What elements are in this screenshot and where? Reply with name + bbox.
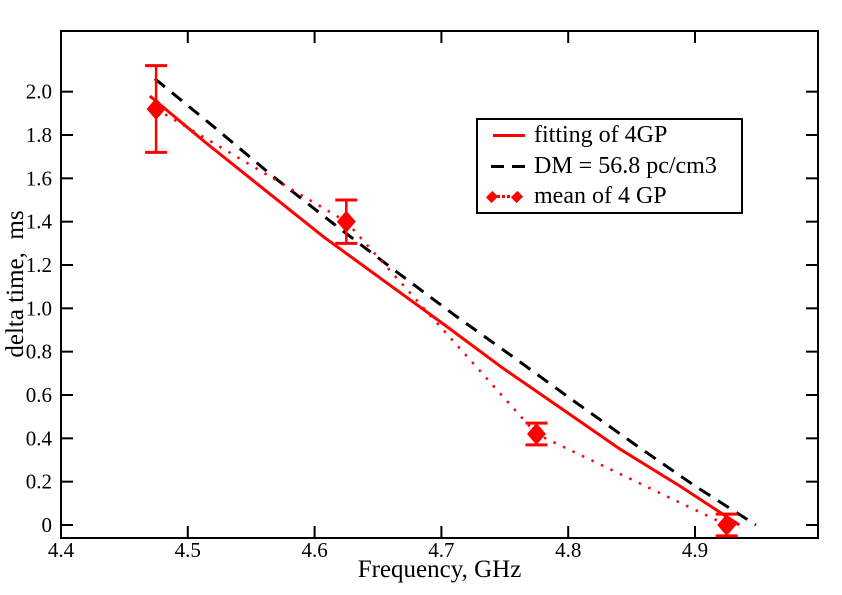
dm-line: [153, 77, 757, 527]
legend-entry-fit: fitting of 4GP: [486, 120, 741, 151]
y-tick-label: 0.8: [26, 340, 52, 364]
y-tick-label: 0.2: [26, 470, 52, 494]
y-tick-label: 0.4: [26, 426, 53, 450]
legend-entry-mean: mean of 4 GP: [485, 181, 741, 212]
data-point-marker: [717, 514, 737, 536]
legend-label-mean: mean of 4 GP: [534, 183, 667, 210]
x-tick-label: 4.7: [428, 538, 454, 562]
x-tick-label: 4.8: [555, 538, 581, 562]
y-tick-label: 1.2: [26, 253, 52, 277]
black-dash-icon: [486, 164, 534, 168]
y-tick-label: 0.6: [26, 383, 52, 407]
plot-frame: [60, 30, 819, 539]
y-axis-title: delta time, ms: [2, 210, 29, 358]
x-axis-title: Frequency, GHz: [357, 556, 522, 583]
y-tick-label: 1.6: [26, 166, 52, 190]
legend-label-fit: fitting of 4GP: [534, 121, 668, 148]
y-tick-label: 1.0: [26, 296, 52, 320]
fit-line: [148, 94, 741, 527]
x-tick-label: 4.6: [301, 538, 327, 562]
legend-label-dm: DM = 56.8 pc/cm3: [534, 152, 717, 179]
diamond-dotted-icon: [485, 190, 534, 203]
x-tick-label: 4.5: [175, 538, 201, 562]
x-tick-label: 4.4: [48, 538, 75, 562]
data-point-marker: [527, 423, 547, 445]
data-point-marker: [336, 210, 356, 233]
y-tick-label: 1.8: [26, 123, 52, 147]
y-tick-label: 1.4: [26, 210, 53, 234]
y-tick-label: 2.0: [26, 80, 52, 104]
legend-entry-dm: DM = 56.8 pc/cm3: [486, 151, 741, 182]
data-point-marker: [146, 98, 166, 120]
red-line-icon: [486, 133, 534, 137]
legend: fitting of 4GP DM = 56.8 pc/cm3 mean of …: [476, 118, 743, 214]
y-tick-label: 0: [42, 513, 53, 537]
x-tick-label: 4.9: [682, 538, 708, 562]
